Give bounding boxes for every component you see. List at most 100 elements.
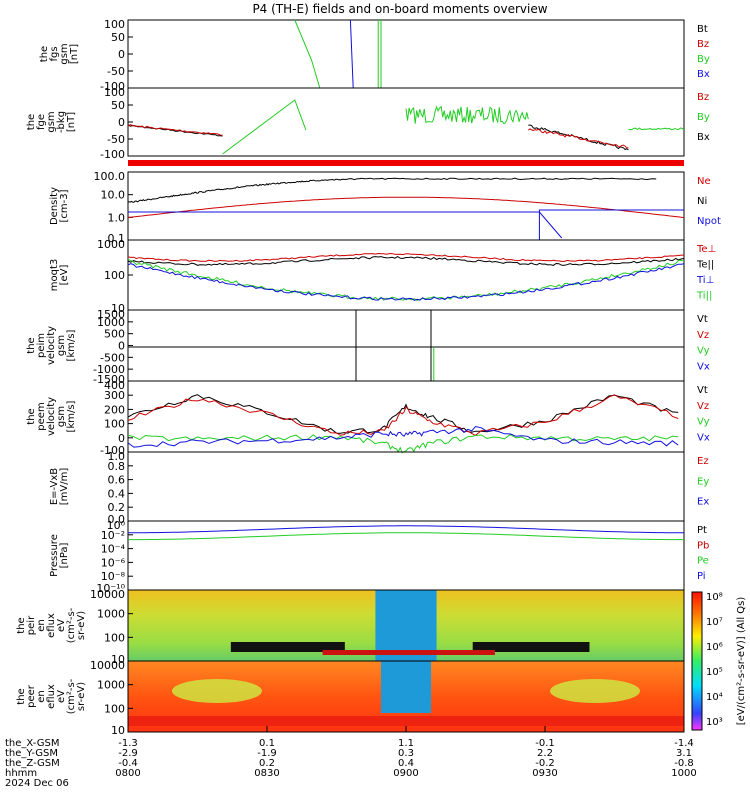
x-row-value: -2.9 bbox=[118, 748, 138, 759]
peir-ylabel-line: en bbox=[36, 619, 47, 632]
fgs-bx-trace bbox=[349, 19, 354, 89]
fgs-frame bbox=[127, 19, 685, 89]
pressure-ytick-label: 10⁻⁴ bbox=[101, 543, 126, 556]
colorbar-tick-label: 10³ bbox=[706, 717, 723, 728]
efield-legend-Ex: Ex bbox=[697, 497, 709, 508]
x-row-value: -0.2 bbox=[535, 758, 555, 769]
x-row-name: hhmm bbox=[5, 768, 37, 779]
density-ylabel-line: [cm-3] bbox=[59, 189, 70, 222]
peim-ytick-label: 1500 bbox=[97, 308, 125, 321]
peim-ytick-label: -1000 bbox=[93, 363, 125, 376]
fge-bz-trace-2 bbox=[528, 128, 629, 149]
fge-legend-Bz: Bz bbox=[697, 92, 709, 103]
panel-density: 100.0 10.0 1.0 0.1 Density [cm-3] Ne Ni Npot bbox=[49, 170, 721, 245]
efield-ytick-label: 0.2 bbox=[108, 501, 126, 514]
fge-ylabel-line: the bbox=[26, 114, 37, 130]
peem-ytick-label: -100 bbox=[100, 444, 125, 457]
x-row-value: 1.1 bbox=[398, 738, 414, 749]
peim-legend-Vt: Vt bbox=[697, 314, 708, 325]
fge-ytick-label: -100 bbox=[100, 148, 125, 161]
peim-ytick-label: 1000 bbox=[97, 316, 125, 329]
peim-ylabel-line: the bbox=[26, 337, 37, 353]
x-row-value: 0.3 bbox=[398, 748, 414, 759]
peim-ytick-label: 500 bbox=[104, 328, 125, 341]
efield-ytick-label: 1.0 bbox=[108, 450, 126, 463]
peir-low-flux-band bbox=[375, 590, 437, 661]
pressure-legend-Pe: Pe bbox=[697, 556, 709, 567]
temp-ytick-label: 100 bbox=[104, 269, 125, 282]
x-row-value: 3.1 bbox=[676, 748, 692, 759]
x-row-value: 1000 bbox=[671, 768, 696, 779]
fge-ytick-label: 100 bbox=[104, 86, 125, 99]
peem-ytick-label: 100 bbox=[104, 418, 125, 431]
peem-ylabel-line: the bbox=[26, 408, 37, 424]
peim-legend-Vz: Vz bbox=[697, 330, 709, 341]
fge-by-trace bbox=[222, 99, 307, 155]
x-row-value: 0830 bbox=[254, 768, 279, 779]
peer-ytick-label: 10 bbox=[111, 724, 125, 737]
peem-legend-Vz: Vz bbox=[697, 401, 709, 412]
peir-ylabel-line: peir bbox=[26, 615, 37, 635]
fgs-ylabel-line: gsm bbox=[59, 43, 70, 64]
peir-ylabel-line: (cm²-s- bbox=[66, 607, 77, 643]
peer-ylabel-line: (cm²-s- bbox=[66, 678, 77, 714]
pressure-ytick-label: 10⁻² bbox=[101, 529, 125, 542]
peer-region-2 bbox=[550, 679, 641, 703]
peem-ylabel-line: [km/s] bbox=[66, 400, 77, 432]
peer-red-band bbox=[128, 716, 684, 726]
fge-bz-trace bbox=[127, 124, 223, 136]
x-date: 2024 Dec 06 bbox=[5, 778, 69, 789]
peim-legend-Vx: Vx bbox=[697, 361, 710, 372]
temp-te-perp-trace bbox=[127, 252, 684, 262]
temp-ti-perp-trace bbox=[127, 263, 685, 301]
pressure-legend-Pb: Pb bbox=[697, 540, 709, 551]
x-axis-labels: the_X-GSM -1.3 0.1 1.1 -0.1 -1.4 the_Y-GSM -2.9… bbox=[5, 726, 697, 789]
fge-by-trace-2 bbox=[405, 105, 529, 125]
peim-ylabel-line: peim bbox=[36, 333, 47, 358]
peer-ylabel-line: sr-eV) bbox=[76, 682, 87, 711]
peem-vy-trace bbox=[127, 433, 679, 454]
pressure-pe-trace bbox=[128, 532, 684, 541]
x-row-value: -1.4 bbox=[674, 738, 694, 749]
x-row-name: the_Y-GSM bbox=[5, 748, 58, 759]
peim-ylabel-line: gsm bbox=[56, 335, 67, 356]
pressure-ytick-label: 10⁻⁸ bbox=[101, 570, 126, 583]
efield-ytick-label: 0.8 bbox=[108, 460, 126, 473]
peim-ytick-label: 0 bbox=[118, 340, 125, 353]
pressure-ytick-label: 10⁰ bbox=[107, 519, 126, 532]
peem-legend-Vy: Vy bbox=[697, 417, 710, 428]
x-row-value: 2.2 bbox=[537, 748, 553, 759]
peim-frame bbox=[127, 309, 685, 382]
pressure-pi-trace bbox=[128, 525, 684, 534]
efield-ylabel-line: [mV/m] bbox=[59, 468, 70, 506]
peem-vx-trace bbox=[127, 425, 679, 448]
x-row-name: the_Z-GSM bbox=[5, 758, 60, 769]
peer-ytick-label: 1000 bbox=[97, 679, 125, 692]
temp-legend-Te||: Te|| bbox=[696, 260, 714, 271]
density-ytick-label: 100.0 bbox=[94, 170, 126, 183]
peir-black-band-1 bbox=[230, 642, 345, 652]
x-row-value: 0.4 bbox=[398, 758, 414, 769]
peem-ylabel-line: velocity bbox=[46, 397, 57, 436]
density-ytick-label: 10.0 bbox=[101, 189, 126, 202]
temp-ti-par-trace bbox=[127, 258, 685, 301]
density-ytick-label: 0.1 bbox=[108, 232, 126, 245]
density-ylabel: Density [cm-3] bbox=[49, 187, 70, 225]
density-ytick-label: 1.0 bbox=[108, 211, 126, 224]
fgs-ylabel-line: the bbox=[39, 46, 50, 62]
density-legend-Npot: Npot bbox=[697, 216, 721, 227]
peem-legend-Vx: Vx bbox=[697, 432, 710, 443]
peer-region-1 bbox=[171, 679, 262, 703]
fgs-ytick-label: -100 bbox=[100, 80, 125, 93]
peem-ytick-label: 200 bbox=[104, 403, 125, 416]
fge-red-bar bbox=[128, 160, 684, 166]
density-legend-Ni: Ni bbox=[697, 196, 707, 207]
fgs-ylabel: the fgs gsm [nT] bbox=[39, 43, 80, 64]
efield-ytick-label: 0.4 bbox=[108, 487, 126, 500]
peem-ytick-label: 300 bbox=[104, 389, 125, 402]
